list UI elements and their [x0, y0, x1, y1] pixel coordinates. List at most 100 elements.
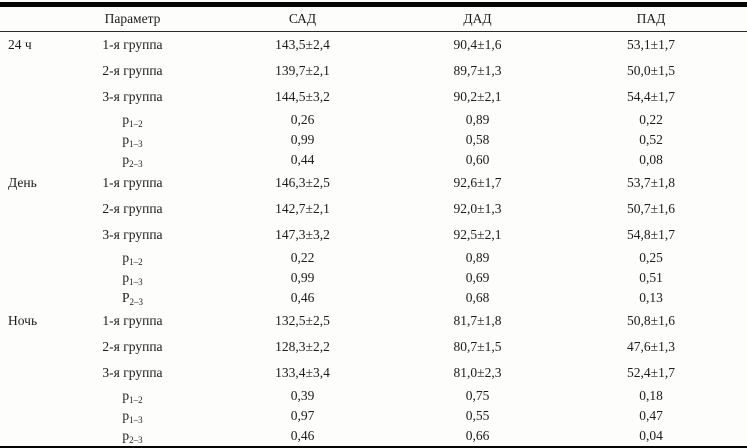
parameter-cell: p1–3	[122, 270, 143, 287]
table-row: p1–2 0,22 0,89 0,25	[0, 248, 747, 268]
period-cell	[0, 222, 60, 248]
period-cell	[0, 426, 60, 448]
value-cell: 0,22	[639, 112, 663, 127]
table-row: 3-я группа 147,3±3,2 92,5±2,1 54,8±1,7	[0, 222, 747, 248]
value-cell: 0,46	[290, 290, 315, 305]
value-cell: 0,22	[290, 250, 315, 265]
period-cell	[0, 196, 60, 222]
parameter-cell: 1-я группа	[102, 37, 163, 52]
value-cell: 0,66	[465, 428, 490, 443]
value-cell: 90,2±2,1	[453, 89, 502, 104]
parameter-cell: 2-я группа	[102, 339, 163, 354]
value-cell: 0,47	[639, 408, 663, 423]
parameter-cell: p1–2	[122, 112, 143, 129]
parameter-cell: p1–2	[122, 388, 143, 405]
value-cell: 54,4±1,7	[627, 89, 675, 104]
parameter-cell: p1–3	[122, 408, 143, 425]
value-cell: 90,4±1,6	[453, 37, 502, 52]
value-cell: 0,89	[465, 250, 490, 265]
value-cell: 89,7±1,3	[453, 63, 502, 78]
value-cell: 0,68	[465, 290, 490, 305]
header-row: Параметр САД ДАД ПАД	[0, 4, 747, 32]
value-cell: 47,6±1,3	[627, 339, 675, 354]
value-cell: 0,26	[290, 112, 315, 127]
value-cell: 0,46	[290, 428, 315, 443]
p-subscript: 1–3	[129, 139, 143, 149]
value-cell: 139,7±2,1	[275, 63, 330, 78]
parameter-cell: 2-я группа	[102, 201, 163, 216]
period-cell	[0, 110, 60, 130]
value-cell: 147,3±3,2	[275, 227, 330, 242]
table-row: 24 ч 1-я группа 143,5±2,4 90,4±1,6 53,1±1,7	[0, 32, 747, 59]
table-body: 24 ч 1-я группа 143,5±2,4 90,4±1,6 53,1±1,7 2…	[0, 32, 747, 448]
value-cell: 0,97	[290, 408, 315, 423]
value-cell: 81,7±1,8	[453, 313, 502, 328]
value-cell: 132,5±2,5	[275, 313, 330, 328]
value-cell: 53,1±1,7	[627, 37, 675, 52]
parameter-cell: p1–3	[122, 132, 143, 149]
value-cell: 0,58	[465, 132, 490, 147]
period-cell	[0, 248, 60, 268]
parameter-cell: P2–3	[121, 290, 144, 307]
period-cell: Ночь	[8, 313, 38, 328]
table-row: P2–3 0,46 0,68 0,13	[0, 288, 747, 308]
value-cell: 92,6±1,7	[453, 175, 502, 190]
value-cell: 92,5±2,1	[453, 227, 502, 242]
value-cell: 0,18	[639, 388, 663, 403]
parameter-cell: p2–3	[122, 428, 143, 445]
period-cell: 24 ч	[8, 37, 32, 52]
value-cell: 0,75	[465, 388, 490, 403]
value-cell: 52,4±1,7	[627, 365, 675, 380]
value-cell: 0,69	[465, 270, 490, 285]
period-cell	[0, 84, 60, 110]
header-sad: САД	[205, 4, 400, 32]
period-cell	[0, 288, 60, 308]
table-row: День 1-я группа 146,3±2,5 92,6±1,7 53,7±1,8	[0, 170, 747, 196]
parameter-cell: 2-я группа	[102, 63, 163, 78]
period-cell	[0, 406, 60, 426]
table-row: p1–3 0,99 0,69 0,51	[0, 268, 747, 288]
table-row: p2–3 0,46 0,66 0,04	[0, 426, 747, 448]
p-subscript: 2–3	[129, 297, 144, 307]
value-cell: 81,0±2,3	[453, 365, 502, 380]
value-cell: 50,0±1,5	[627, 63, 675, 78]
p-subscript: 2–3	[129, 159, 143, 169]
header-parameter: Параметр	[60, 4, 205, 32]
parameter-cell: 3-я группа	[102, 89, 163, 104]
value-cell: 0,39	[290, 388, 315, 403]
value-cell: 146,3±2,5	[275, 175, 330, 190]
value-cell: 0,04	[639, 428, 663, 443]
table-row: p1–2 0,39 0,75 0,18	[0, 386, 747, 406]
parameter-cell: 3-я группа	[102, 365, 163, 380]
value-cell: 133,4±3,4	[275, 365, 330, 380]
parameter-cell: p2–3	[122, 152, 143, 169]
header-dad: ДАД	[400, 4, 555, 32]
p-subscript: 1–2	[129, 119, 143, 129]
period-cell: День	[8, 175, 37, 190]
period-cell	[0, 334, 60, 360]
parameter-cell: 1-я группа	[102, 313, 163, 328]
value-cell: 0,08	[639, 152, 663, 167]
value-cell: 0,99	[290, 270, 315, 285]
p-subscript: 1–2	[129, 395, 143, 405]
period-cell	[0, 360, 60, 386]
header-period	[0, 4, 60, 32]
value-cell: 0,60	[465, 152, 490, 167]
value-cell: 80,7±1,5	[453, 339, 502, 354]
table-row: 2-я группа 139,7±2,1 89,7±1,3 50,0±1,5	[0, 58, 747, 84]
parameter-cell: 3-я группа	[102, 227, 163, 242]
period-cell	[0, 150, 60, 170]
value-cell: 0,55	[465, 408, 490, 423]
table-row: 2-я группа 142,7±2,1 92,0±1,3 50,7±1,6	[0, 196, 747, 222]
p-subscript: 2–3	[129, 435, 143, 445]
period-cell	[0, 58, 60, 84]
value-cell: 50,8±1,6	[627, 313, 675, 328]
value-cell: 53,7±1,8	[627, 175, 675, 190]
period-cell	[0, 386, 60, 406]
table-row: 3-я группа 133,4±3,4 81,0±2,3 52,4±1,7	[0, 360, 747, 386]
value-cell: 0,51	[639, 270, 663, 285]
value-cell: 0,99	[290, 132, 315, 147]
p-subscript: 1–3	[129, 277, 143, 287]
